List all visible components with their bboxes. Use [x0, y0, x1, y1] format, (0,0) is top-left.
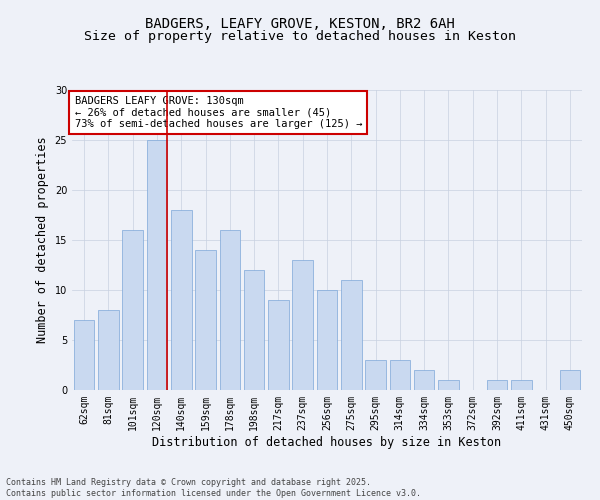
- Y-axis label: Number of detached properties: Number of detached properties: [36, 136, 49, 344]
- Bar: [268, 300, 289, 390]
- Bar: [292, 260, 313, 390]
- Text: Size of property relative to detached houses in Keston: Size of property relative to detached ho…: [84, 30, 516, 43]
- Bar: [389, 360, 410, 390]
- Bar: [146, 140, 167, 390]
- Text: BADGERS, LEAFY GROVE, KESTON, BR2 6AH: BADGERS, LEAFY GROVE, KESTON, BR2 6AH: [145, 18, 455, 32]
- Bar: [511, 380, 532, 390]
- Bar: [438, 380, 459, 390]
- Bar: [365, 360, 386, 390]
- Bar: [195, 250, 216, 390]
- Bar: [122, 230, 143, 390]
- Bar: [487, 380, 508, 390]
- Bar: [171, 210, 191, 390]
- Text: Contains HM Land Registry data © Crown copyright and database right 2025.
Contai: Contains HM Land Registry data © Crown c…: [6, 478, 421, 498]
- Bar: [220, 230, 240, 390]
- Text: BADGERS LEAFY GROVE: 130sqm
← 26% of detached houses are smaller (45)
73% of sem: BADGERS LEAFY GROVE: 130sqm ← 26% of det…: [74, 96, 362, 129]
- Bar: [98, 310, 119, 390]
- Bar: [317, 290, 337, 390]
- Bar: [74, 320, 94, 390]
- Bar: [560, 370, 580, 390]
- X-axis label: Distribution of detached houses by size in Keston: Distribution of detached houses by size …: [152, 436, 502, 448]
- Bar: [244, 270, 265, 390]
- Bar: [341, 280, 362, 390]
- Bar: [414, 370, 434, 390]
